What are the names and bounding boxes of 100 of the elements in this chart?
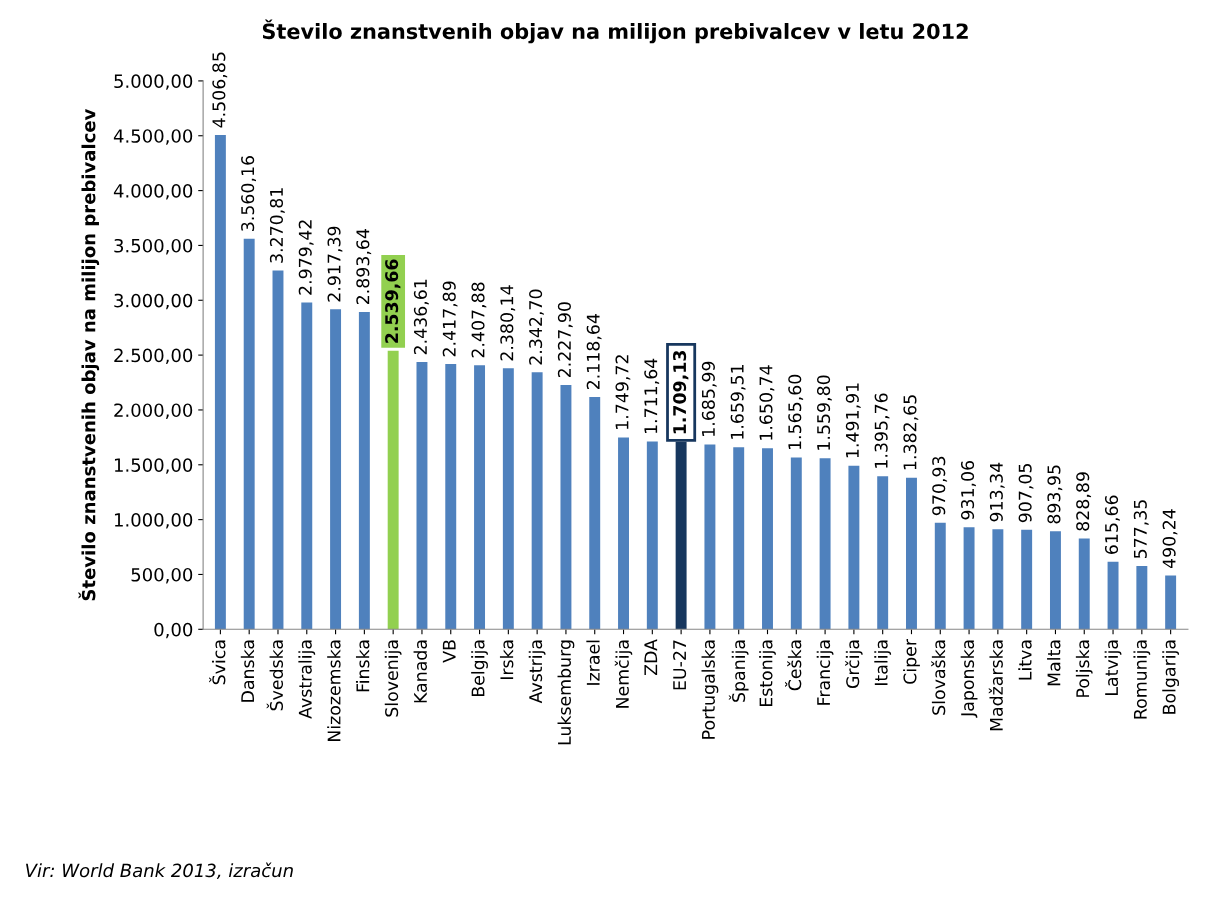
data-label: 3.560,16 — [241, 156, 256, 231]
data-label: 1.709,13 — [673, 350, 689, 434]
x-tick-label: Slovenija — [384, 640, 402, 717]
bar — [358, 311, 370, 630]
x-tick-label: Nemčija — [614, 640, 633, 708]
x-tick-label: Luksemburg — [557, 640, 575, 745]
x-tick-label: Slovaška — [931, 640, 946, 715]
bar — [445, 364, 457, 630]
x-tick-label: Finska — [355, 640, 370, 692]
data-label: 2.436,61 — [413, 279, 429, 355]
x-tick-label: Ciper — [903, 639, 920, 684]
y-tick-label: 4.000,00 — [113, 184, 193, 200]
bar — [906, 477, 917, 630]
bar — [589, 396, 601, 630]
x-tick-label: Avstralija — [298, 640, 316, 719]
bar — [848, 465, 860, 630]
data-label: 2.342,70 — [529, 289, 544, 365]
bar — [531, 372, 543, 630]
bar — [618, 437, 629, 630]
data-label: 893,95 — [1047, 465, 1063, 524]
y-tick-label: 3.000,00 — [114, 293, 193, 310]
data-label: 2.417,89 — [442, 281, 458, 357]
x-tick-label: Nizozemska — [327, 640, 341, 741]
text: Vir: World Bank 2013, izračun — [26, 862, 293, 880]
y-tick-label: 2.000,00 — [114, 403, 193, 419]
bar — [1049, 531, 1061, 630]
bar — [819, 458, 831, 630]
bar — [301, 302, 313, 630]
bar — [646, 441, 658, 630]
x-tick-label: Češka — [785, 640, 802, 691]
data-label: 577,35 — [1133, 500, 1149, 559]
bar — [502, 368, 514, 630]
bar — [272, 270, 284, 630]
data-label: 2.979,42 — [298, 220, 314, 295]
data-label: 2.380,14 — [500, 285, 516, 361]
data-label: 2.539,66 — [385, 259, 401, 343]
data-label: 2.893,64 — [356, 229, 372, 305]
x-tick-label: Grčija — [845, 640, 863, 689]
data-label: 2.917,39 — [327, 226, 343, 302]
x-tick-label: Malta — [1047, 640, 1061, 686]
data-label: 1.491,91 — [845, 383, 861, 458]
data-label: 3.270,81 — [269, 188, 285, 263]
y-tick-label: 0,00 — [154, 622, 193, 639]
y-tick-label: 4.500,00 — [113, 129, 193, 145]
bar — [243, 238, 255, 630]
data-label: 1.650,74 — [759, 365, 775, 440]
data-label: 1.559,80 — [817, 375, 832, 450]
bar — [214, 135, 226, 630]
x-tick-label: Izrael — [586, 640, 600, 685]
x-tick-label: Japonska — [960, 640, 978, 718]
data-label: 4.506,85 — [212, 52, 228, 128]
x-tick-label: Poljska — [1075, 640, 1093, 697]
data-label: 1.382,65 — [903, 395, 919, 470]
y-axis-title: Število znanstvenih objav na milijon prebivalcev — [78, 108, 100, 601]
bar — [1021, 529, 1033, 630]
data-label: 490,24 — [1162, 509, 1178, 569]
data-label: 615,66 — [1104, 495, 1120, 554]
x-tick-label: Latvija — [1104, 640, 1122, 695]
x-tick-label: Bolgarija — [1162, 640, 1180, 714]
bar — [963, 527, 975, 630]
x-tick-label: Estonija — [759, 640, 776, 707]
data-label: 907,05 — [1018, 464, 1034, 523]
bar — [416, 362, 428, 630]
data-label: 1.395,76 — [874, 393, 890, 468]
x-tick-label: Švica — [209, 640, 226, 685]
data-label: 1.565,60 — [788, 374, 804, 450]
y-tick-label: 1.000,00 — [114, 513, 193, 529]
x-tick-label: EU-27 — [673, 640, 687, 690]
bar — [474, 365, 486, 630]
data-label: 2.407,88 — [471, 282, 487, 358]
bar — [733, 447, 745, 630]
data-label: 1.659,51 — [730, 365, 746, 439]
y-tick-label: 2.500,00 — [114, 348, 193, 365]
bar — [1136, 565, 1148, 630]
x-tick-label: Portugalska — [701, 640, 719, 739]
x-tick-label: Irska — [499, 640, 514, 680]
chart-title: Število znanstvenih objav na milijon prebivalcev v letu 2012 — [262, 19, 968, 44]
y-tick-label: 5.000,00 — [114, 74, 193, 90]
data-label: 931,06 — [960, 460, 976, 520]
bar — [560, 384, 572, 630]
y-tick-label: 500,00 — [131, 567, 193, 584]
bar — [330, 309, 342, 630]
x-tick-label: Kanada — [413, 640, 427, 703]
y-tick-label: 3.500,00 — [114, 238, 193, 255]
data-label: 1.749,72 — [615, 355, 631, 429]
x-tick-label: Avstrija — [528, 640, 546, 704]
bar — [1165, 575, 1177, 630]
x-tick-label: Španija — [728, 640, 749, 702]
bar — [877, 476, 889, 630]
bar — [1107, 561, 1119, 630]
x-tick-label: Belgija — [471, 640, 488, 697]
y-tick-label: 1.500,00 — [114, 458, 193, 474]
x-tick-label: Francija — [816, 640, 834, 705]
x-tick-label: Romunija — [1133, 640, 1151, 719]
bar — [704, 444, 716, 630]
bar — [934, 522, 946, 630]
data-label: 970,93 — [932, 456, 948, 516]
bar — [790, 457, 802, 630]
bar — [1078, 538, 1090, 630]
data-label: 2.118,64 — [586, 314, 602, 390]
